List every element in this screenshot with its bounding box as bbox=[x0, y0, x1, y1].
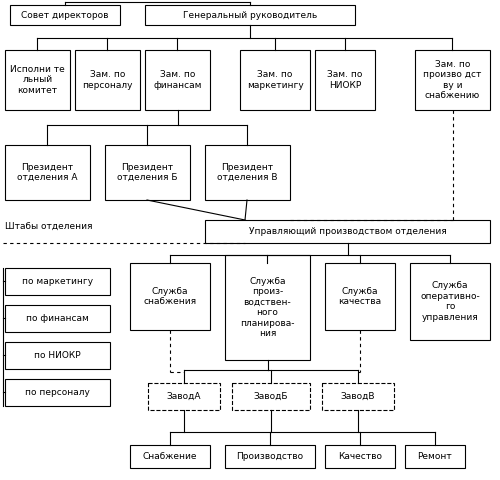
Bar bbox=[5, 342, 110, 369]
Bar bbox=[322, 383, 394, 410]
Bar bbox=[315, 50, 375, 110]
Bar bbox=[325, 445, 395, 468]
Text: Штабы отделения: Штабы отделения bbox=[5, 221, 92, 230]
Text: по маркетингу: по маркетингу bbox=[22, 277, 93, 286]
Bar bbox=[75, 50, 140, 110]
Text: ЗаводВ: ЗаводВ bbox=[341, 392, 375, 401]
Text: Президент
отделения Б: Президент отделения Б bbox=[117, 163, 178, 182]
Bar bbox=[105, 145, 190, 200]
Text: ЗаводА: ЗаводА bbox=[167, 392, 201, 401]
Text: Зам. по
НИОКР: Зам. по НИОКР bbox=[328, 70, 362, 90]
Bar bbox=[130, 445, 210, 468]
Bar bbox=[415, 50, 490, 110]
Bar bbox=[225, 445, 315, 468]
Text: Управляющий производством отделения: Управляющий производством отделения bbox=[248, 227, 446, 236]
Bar bbox=[325, 263, 395, 330]
Bar bbox=[145, 50, 210, 110]
Text: Президент
отделения А: Президент отделения А bbox=[17, 163, 78, 182]
Text: Служба
произ-
водствен-
ного
планирова-
ния: Служба произ- водствен- ного планирова- … bbox=[240, 277, 295, 338]
Text: Президент
отделения В: Президент отделения В bbox=[217, 163, 278, 182]
Bar bbox=[240, 50, 310, 110]
Text: Совет директоров: Совет директоров bbox=[21, 11, 109, 20]
Bar bbox=[5, 305, 110, 332]
Text: Служба
оперативно-
го
управления: Служба оперативно- го управления bbox=[420, 281, 480, 322]
Bar bbox=[410, 263, 490, 340]
Bar bbox=[205, 220, 490, 243]
Bar bbox=[205, 145, 290, 200]
Text: Генеральный руководитель: Генеральный руководитель bbox=[183, 11, 317, 20]
Bar bbox=[5, 379, 110, 406]
Bar bbox=[10, 5, 120, 25]
Bar bbox=[5, 50, 70, 110]
Bar bbox=[5, 145, 90, 200]
Bar bbox=[225, 255, 310, 360]
Text: по НИОКР: по НИОКР bbox=[34, 351, 81, 360]
Bar bbox=[130, 263, 210, 330]
Text: Зам. по
персоналу: Зам. по персоналу bbox=[82, 70, 133, 90]
Text: ЗаводБ: ЗаводБ bbox=[254, 392, 288, 401]
Bar bbox=[5, 268, 110, 295]
Text: по персоналу: по персоналу bbox=[25, 388, 90, 397]
Bar bbox=[148, 383, 220, 410]
Bar bbox=[405, 445, 465, 468]
Text: Производство: Производство bbox=[236, 452, 304, 461]
Text: по финансам: по финансам bbox=[26, 314, 89, 323]
Text: Служба
качества: Служба качества bbox=[338, 287, 382, 306]
Text: Зам. по
финансам: Зам. по финансам bbox=[153, 70, 202, 90]
Text: Зам. по
произво дст
ву и
снабжению: Зам. по произво дст ву и снабжению bbox=[424, 60, 482, 100]
Bar bbox=[145, 5, 355, 25]
Text: Исполни те
льный
комитет: Исполни те льный комитет bbox=[10, 65, 65, 95]
Text: Зам. по
маркетингу: Зам. по маркетингу bbox=[246, 70, 304, 90]
Text: Качество: Качество bbox=[338, 452, 382, 461]
Text: Ремонт: Ремонт bbox=[418, 452, 452, 461]
Text: Снабжение: Снабжение bbox=[143, 452, 197, 461]
Bar bbox=[232, 383, 310, 410]
Text: Служба
снабжения: Служба снабжения bbox=[144, 287, 197, 306]
